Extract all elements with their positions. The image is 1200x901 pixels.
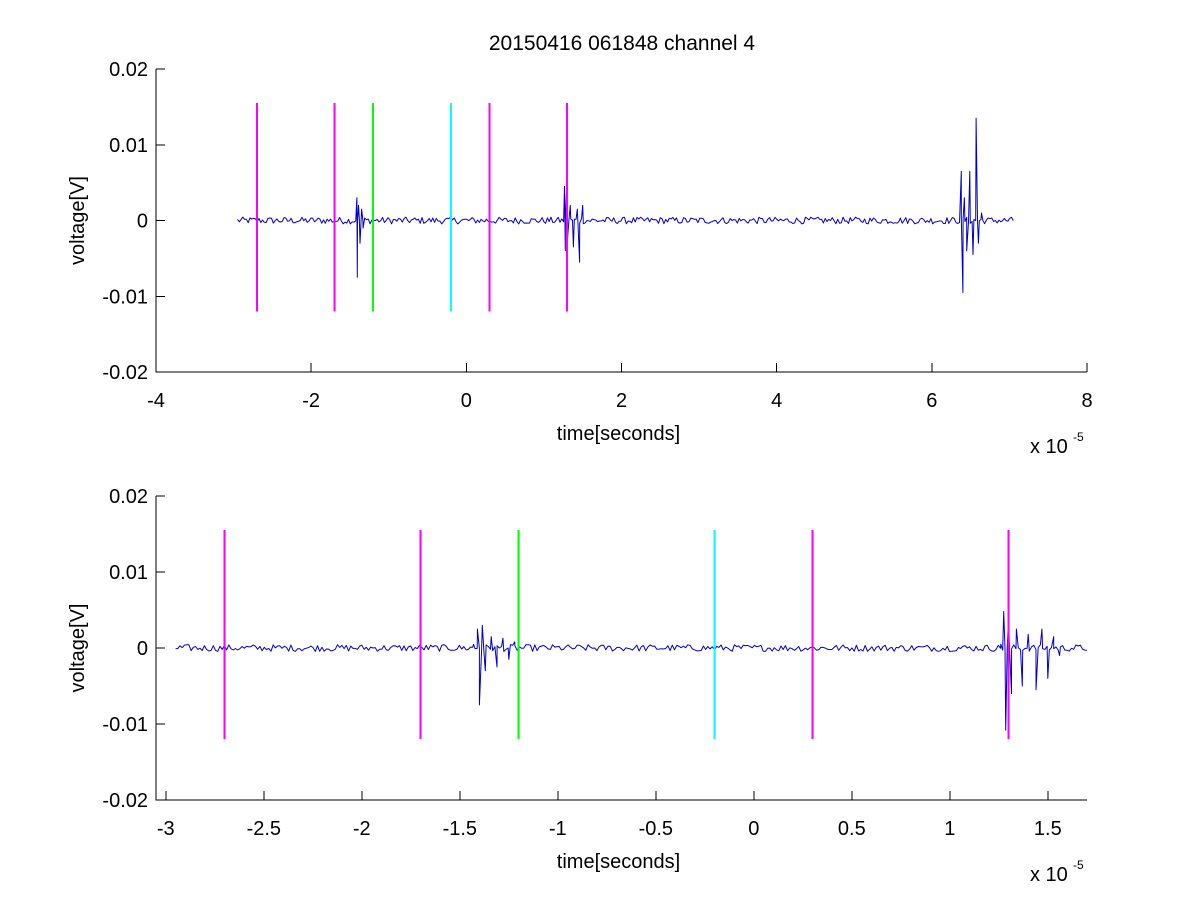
axes-spines [155, 496, 1087, 801]
x-axis-label: time[seconds] [557, 423, 680, 445]
voltage-trace [237, 117, 1014, 293]
x-tick-label: 8 [1081, 390, 1092, 412]
y-tick-label: -0.02 [102, 362, 148, 384]
x-tick-label: 0.5 [838, 818, 866, 840]
y-axis-label: voltage[V] [67, 176, 89, 265]
y-tick-label: -0.01 [102, 714, 148, 736]
y-tick-label: 0.01 [109, 562, 148, 584]
panel-full-record: -4 -2 0 2 4 6 8 -0.02 -0.01 0 0.01 0.02 time[seconds… [67, 59, 1093, 458]
x-tick-label: -0.5 [639, 818, 673, 840]
y-tick-label: 0 [137, 211, 148, 233]
x-tick-label: -4 [147, 390, 165, 412]
x-exponent-label: x 10 [1030, 864, 1068, 886]
y-tick-label: 0.02 [109, 59, 148, 81]
x-tick-label: 0 [461, 390, 472, 412]
panel-zoomed-record: -3 -2.5 -2 -1.5 -1 -0.5 0 0.5 1 1.5 -0.02 -0.01 0 0.0… [67, 486, 1088, 886]
x-tick-label: -3 [157, 818, 175, 840]
x-tick-label: 6 [926, 390, 937, 412]
x-tick-label: 2 [616, 390, 627, 412]
x-tick-label: 1.5 [1034, 818, 1062, 840]
y-tick-label: 0.02 [109, 486, 148, 508]
x-tick-label: -2 [302, 390, 320, 412]
y-tick-label: 0.01 [109, 135, 148, 157]
voltage-trace [175, 611, 1088, 731]
x-exponent-label: x 10 [1030, 436, 1068, 458]
x-axis-label: time[seconds] [557, 851, 680, 873]
x-tick-label: -2 [353, 818, 371, 840]
x-exponent-superscript: -5 [1073, 858, 1084, 872]
x-tick-label: -1.5 [443, 818, 477, 840]
chart-title: 20150416 061848 channel 4 [489, 32, 756, 55]
y-axis-label: voltage[V] [67, 604, 89, 693]
x-tick-label: -2.5 [247, 818, 281, 840]
y-tick-label: -0.02 [102, 790, 148, 812]
y-tick-label: 0 [137, 638, 148, 660]
x-tick-label: 0 [748, 818, 759, 840]
x-tick-label: 1 [944, 818, 955, 840]
x-tick-label: -1 [549, 818, 567, 840]
x-exponent-superscript: -5 [1073, 430, 1084, 444]
y-tick-label: -0.01 [102, 286, 148, 308]
x-tick-label: 4 [771, 390, 782, 412]
